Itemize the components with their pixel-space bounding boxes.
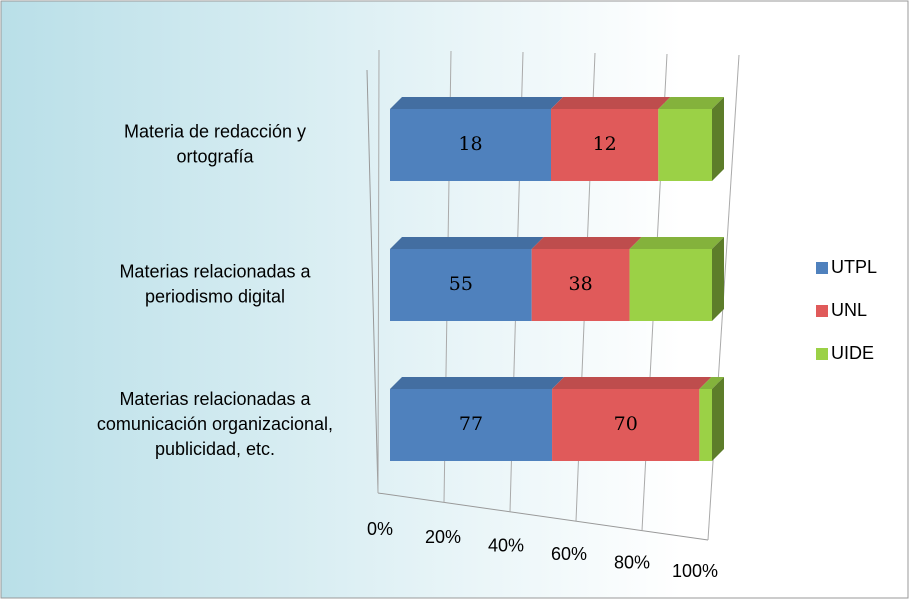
legend-label: UNL <box>831 300 867 320</box>
bar-top <box>551 97 671 109</box>
y-tick-label: Materia de redacción y <box>124 121 306 141</box>
legend-label: UTPL <box>831 257 877 277</box>
bar <box>551 109 659 181</box>
bar-top <box>390 377 565 389</box>
bar <box>552 389 700 461</box>
data-label: 70 <box>614 413 638 435</box>
bar <box>390 249 532 321</box>
bar-top <box>658 97 724 109</box>
bar <box>658 109 712 181</box>
bar <box>390 389 553 461</box>
x-tick-label: 20% <box>425 527 461 547</box>
bar-top <box>531 237 642 249</box>
x-tick-label: 0% <box>367 519 393 539</box>
bar-top <box>390 97 563 109</box>
y-tick-label: publicidad, etc. <box>155 439 275 459</box>
data-label: 18 <box>458 133 482 155</box>
y-tick-label: ortografía <box>176 146 254 166</box>
legend-label: UIDE <box>831 343 874 363</box>
data-label: 55 <box>449 273 473 295</box>
bar <box>390 109 551 181</box>
bar-side <box>712 237 724 321</box>
bar-top <box>552 377 712 389</box>
bar-top <box>390 237 544 249</box>
data-label: 77 <box>459 413 483 435</box>
y-tick-label: comunicación organizacional, <box>97 414 333 434</box>
y-tick-label: periodismo digital <box>145 286 285 306</box>
x-tick-label: 40% <box>488 536 524 556</box>
x-tick-label: 100% <box>672 561 718 581</box>
axis-line <box>366 69 379 494</box>
bar-side <box>712 97 724 181</box>
data-label: 12 <box>593 133 617 155</box>
y-tick-label: Materias relacionadas a <box>119 389 311 409</box>
x-tick-label: 80% <box>614 552 650 572</box>
bar <box>699 389 712 461</box>
bar <box>629 249 712 321</box>
bar-top <box>629 237 724 249</box>
axis-line <box>377 492 709 541</box>
x-tick-label: 60% <box>551 544 587 564</box>
bar-top <box>699 377 724 389</box>
y-tick-label: Materias relacionadas a <box>119 261 311 281</box>
grid-line <box>377 49 380 494</box>
legend-swatch <box>816 262 828 274</box>
bar <box>531 249 630 321</box>
data-label: 38 <box>569 273 593 295</box>
legend-swatch <box>816 305 828 317</box>
legend-swatch <box>816 348 828 360</box>
bar-side <box>712 377 724 461</box>
